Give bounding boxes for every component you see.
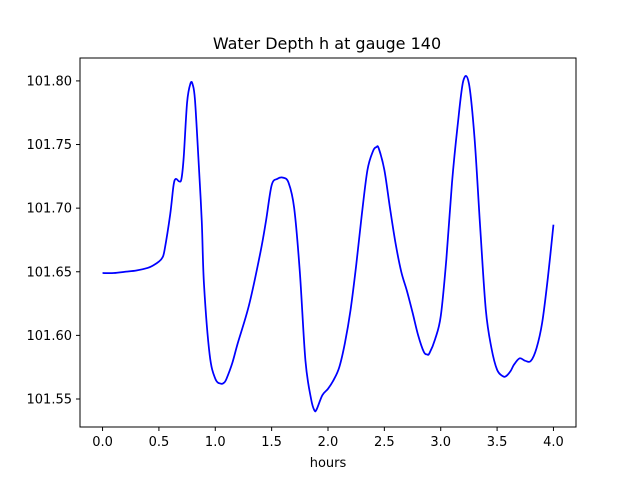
x-tick-label: 2.5 — [374, 435, 395, 450]
series-line-water-depth — [102, 75, 555, 413]
y-tick-label: 101.55 — [27, 393, 73, 408]
plot-frame — [79, 57, 577, 428]
y-tick-label: 101.70 — [27, 202, 73, 217]
x-tick-label: 3.5 — [487, 435, 508, 450]
x-tick-label: 1.0 — [205, 435, 226, 450]
x-tick-label: 3.0 — [430, 435, 451, 450]
x-axis-label: hours — [310, 456, 347, 471]
x-tick-label: 2.0 — [318, 435, 339, 450]
y-tick-label: 101.80 — [27, 74, 73, 89]
y-tick-label: 101.60 — [27, 329, 73, 344]
y-tick-label: 101.65 — [27, 265, 73, 280]
x-tick-label: 0.0 — [92, 435, 113, 450]
x-tick-label: 0.5 — [149, 435, 170, 450]
axis-ticks: 0.0 0.5 1.0 1.5 2.0 2.5 3.0 3.5 4.0 101.55 101.60 1… — [27, 74, 564, 450]
y-tick-label: 101.75 — [27, 138, 73, 153]
x-tick-label: 4.0 — [543, 435, 564, 450]
chart-title: Water Depth h at gauge 140 — [213, 34, 441, 53]
x-tick-label: 1.5 — [261, 435, 282, 450]
